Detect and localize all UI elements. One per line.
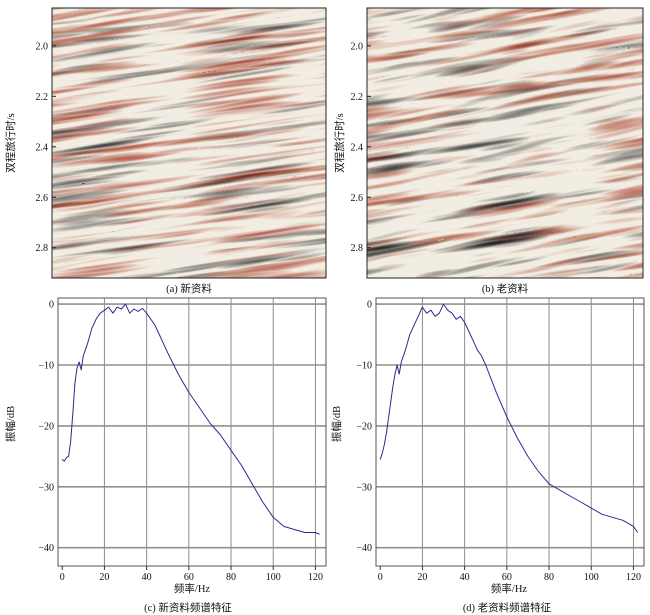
panel-d-ytick-label: −20 [356,421,372,432]
panel-d-ytick-label: −30 [356,482,372,493]
panel-c-plot-area [58,298,326,566]
panel-d-xtick-label: 80 [544,572,554,583]
panel-d-xtick-label: 60 [502,572,512,583]
panel-d-ylabel: 振幅/dB [330,406,343,442]
panel-b-frame [366,7,644,279]
panel-d-xtick-label: 120 [626,572,641,583]
panel-c-caption: (c) 新资料频谱特征 [144,601,232,614]
panel-c: 0 20 40 60 80 100 120 0 −10 −20 −30 −40 频率/Hz 振幅/dB… [4,297,327,614]
panel-d-frame [375,297,645,567]
panel-a-ytick-label: 2.0 [36,41,49,52]
panel-d-spectrum-line [379,303,639,533]
panel-c-ytick-label: −10 [38,361,54,372]
panel-b-ytick-label: 2.2 [351,92,364,103]
panel-c-xtick-label: 80 [226,572,236,583]
panel-d-xtick-label: 40 [460,572,470,583]
panel-d-xlabel: 频率/Hz [491,582,527,595]
panel-b: 2.0 2.2 2.4 2.6 2.8 双程旅行时/s (b) 老资料 [333,7,644,295]
panel-d-ytick-label: −40 [356,543,372,554]
panel-c-ytick-label: −40 [38,543,54,554]
panel-a-frame [51,7,327,279]
panel-d-xtick-label: 0 [378,572,383,583]
panel-c-xtick-label: 120 [308,572,323,583]
panel-d-ytick-label: 0 [367,300,372,311]
panel-c-xtick-label: 40 [142,572,152,583]
panel-c-frame [57,297,327,567]
panel-d-plot-area [376,298,644,566]
panel-c-xtick-label: 20 [99,572,109,583]
panel-c-xlabel: 频率/Hz [174,582,210,595]
panel-d: 0 20 40 60 80 100 120 0 −10 −20 −30 −40 频率/Hz 振幅/dB… [330,297,645,614]
panel-c-ytick-label: −20 [38,421,54,432]
panel-d-xtick-label: 100 [584,572,599,583]
panel-c-ylabel: 振幅/dB [4,406,17,442]
panel-a-ytick-label: 2.2 [36,92,49,103]
panel-c-spectrum-line [61,303,320,535]
panel-d-ytick-label: −10 [356,361,372,372]
panel-d-xtick-label: 20 [417,572,427,583]
panel-c-xtick-label: 0 [60,572,65,583]
panel-b-ylabel: 双程旅行时/s [333,113,346,173]
panel-a-ytick-label: 2.6 [36,193,49,204]
panel-b-ytick-label: 2.6 [351,193,364,204]
panel-d-caption: (d) 老资料频谱特征 [463,601,552,614]
panel-b-ytick-label: 2.0 [351,41,364,52]
panel-c-xtick-label: 60 [184,572,194,583]
panel-b-caption: (b) 老资料 [482,282,529,295]
panel-a: 2.0 2.2 2.4 2.6 2.8 双程旅行时/s (a) 新资料 [4,7,327,295]
panel-a-ytick-label: 2.8 [36,243,49,254]
panel-c-xtick-label: 100 [266,572,281,583]
panel-a-ytick-label: 2.4 [36,142,49,153]
panel-c-ytick-label: −30 [38,482,54,493]
panel-c-ytick-label: 0 [49,300,54,311]
panel-a-caption: (a) 新资料 [166,282,212,295]
panel-a-ylabel: 双程旅行时/s [4,113,17,173]
panel-b-seismic-texture [367,8,643,278]
panel-a-seismic-texture [52,8,326,278]
panel-b-ytick-label: 2.4 [351,142,364,153]
panel-b-ytick-label: 2.8 [351,243,364,254]
